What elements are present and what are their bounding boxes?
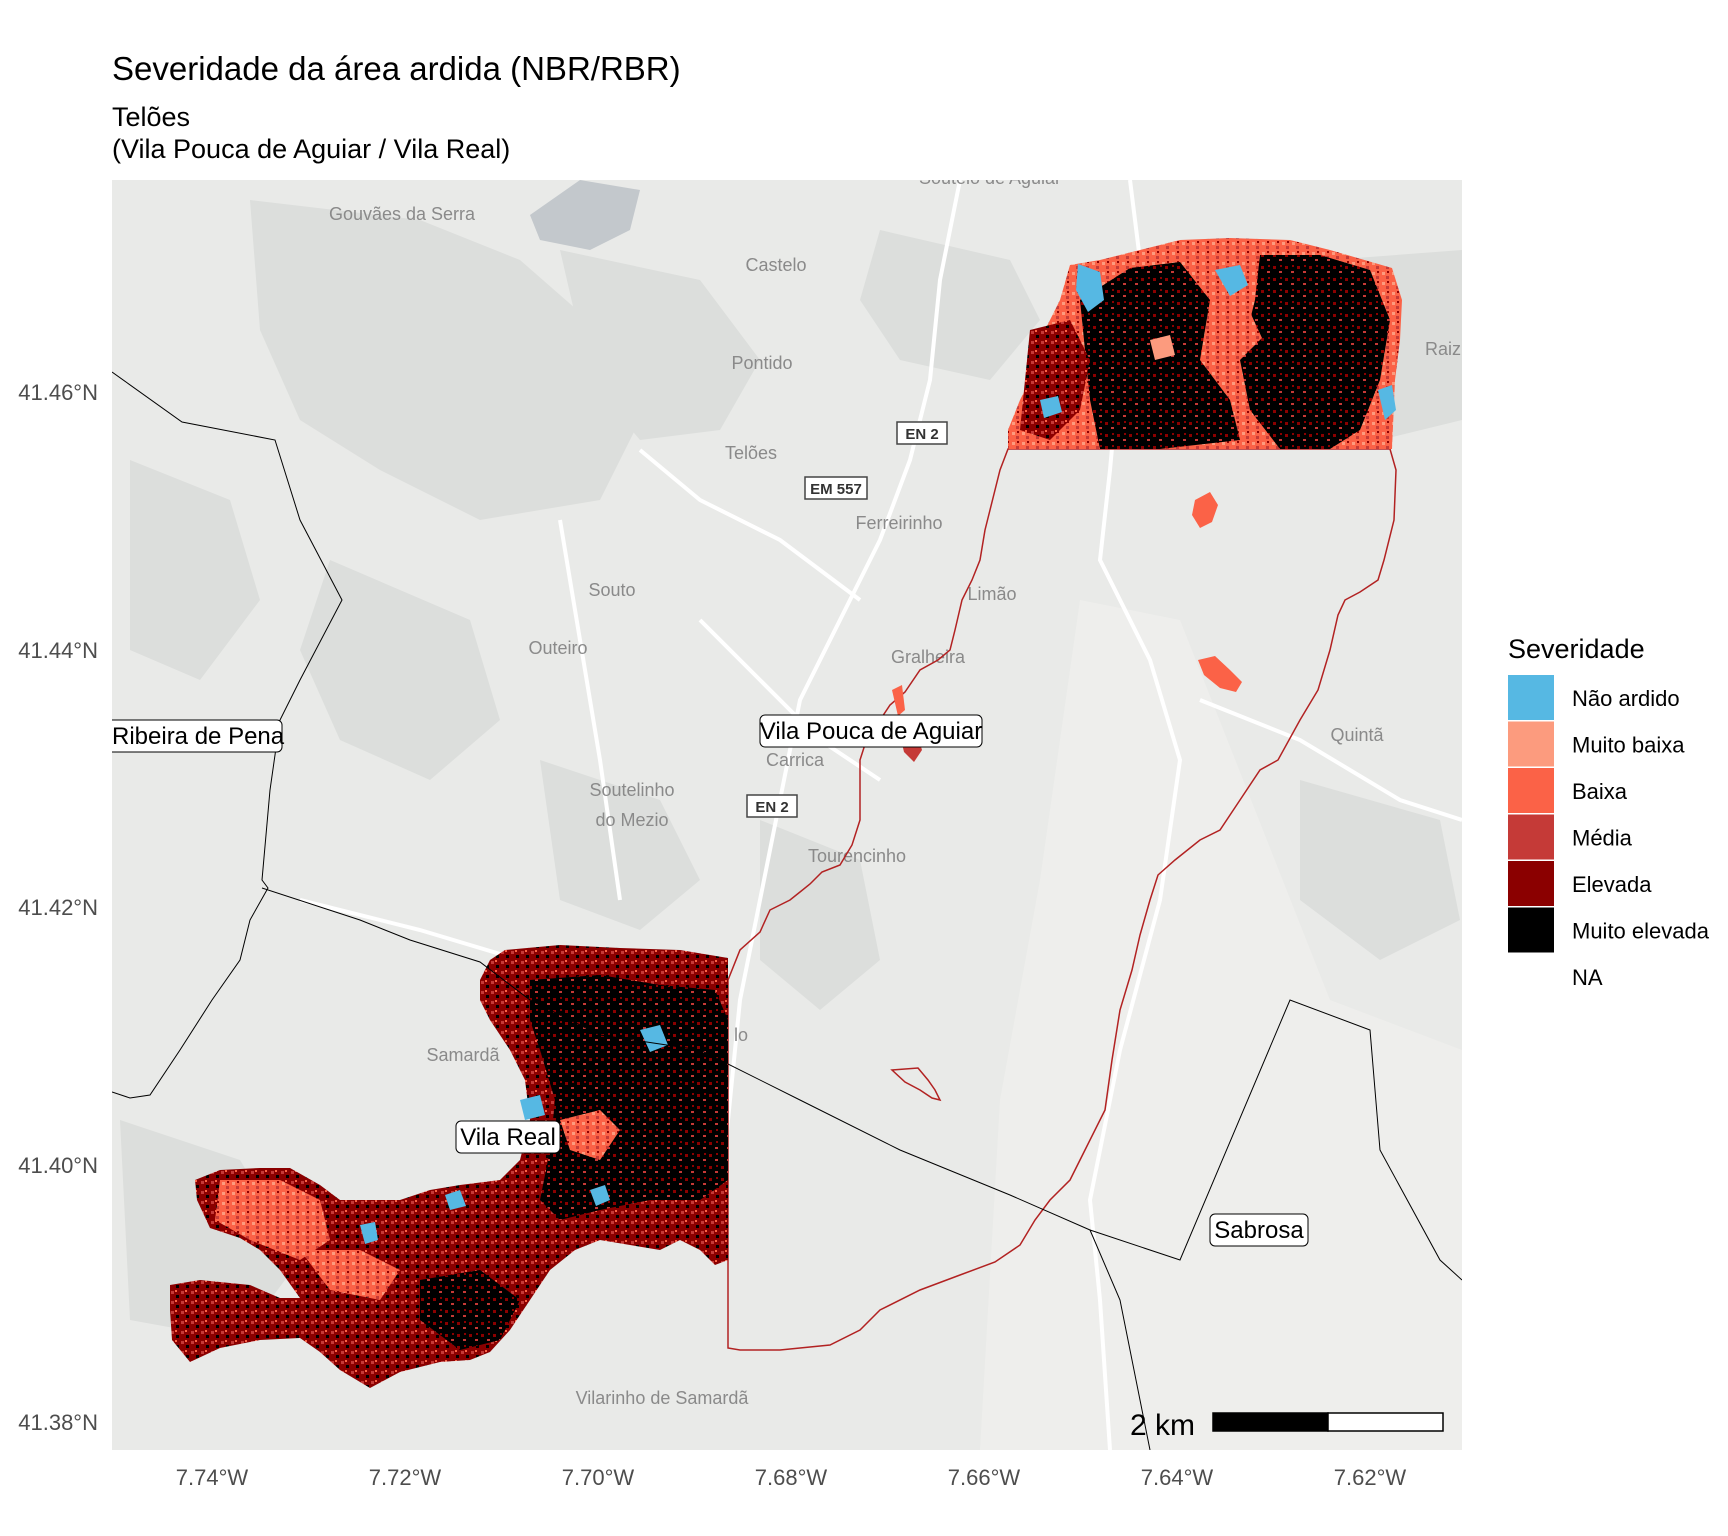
burn-patch-northeast (1008, 238, 1402, 449)
place-raiz: Raiz (1425, 339, 1461, 359)
basemap: Soutelo de Aguiar Gouvães da Serra Caste… (112, 168, 1462, 1450)
map-subtitle-place: Telões (112, 102, 191, 132)
place-samarda: Samardã (426, 1045, 500, 1065)
place-ferreirinho: Ferreirinho (855, 513, 942, 533)
y-axis: 41.46°N 41.44°N 41.42°N 41.40°N 41.38°N (18, 380, 98, 1435)
legend-label: Não ardido (1572, 686, 1680, 711)
municipality-labels: Ribeira de Pena Vila Pouca de Aguiar Vil… (112, 714, 1309, 1247)
label-vila-pouca-de-aguiar: Vila Pouca de Aguiar (760, 718, 982, 745)
reservoir (530, 180, 640, 250)
label-sabrosa: Sabrosa (1214, 1217, 1304, 1244)
legend: Severidade Não ardido Muito baixa Baixa Méd… (1508, 634, 1710, 990)
place-limao: Limão (967, 584, 1016, 604)
place-castelo: Castelo (745, 255, 806, 275)
y-tick-label: 41.46°N (18, 380, 98, 405)
legend-title: Severidade (1508, 634, 1645, 664)
fire-perimeter (727, 448, 1397, 1351)
legend-items: Não ardido Muito baixa Baixa Média Elevada Mu… (1508, 675, 1710, 990)
y-tick-label: 41.38°N (18, 1410, 98, 1435)
x-tick-label: 7.66°W (948, 1465, 1021, 1490)
legend-label: Elevada (1572, 872, 1652, 897)
label-vila-real: Vila Real (460, 1124, 556, 1151)
x-tick-label: 7.72°W (369, 1465, 442, 1490)
place-gouvaes: Gouvães da Serra (329, 204, 476, 224)
x-tick-label: 7.74°W (176, 1465, 249, 1490)
y-tick-label: 41.44°N (18, 638, 98, 663)
label-ribeira-de-pena: Ribeira de Pena (112, 723, 285, 750)
basemap-place-names: Soutelo de Aguiar Gouvães da Serra Caste… (329, 168, 1461, 1408)
map-subtitle-municipalities: (Vila Pouca de Aguiar / Vila Real) (112, 134, 511, 164)
place-outeiro: Outeiro (528, 638, 587, 658)
legend-swatch (1508, 768, 1554, 813)
place-gralheira: Gralheira (891, 647, 966, 667)
road-shield-em557: EM 557 (810, 481, 862, 498)
legend-label: Baixa (1572, 779, 1628, 804)
legend-swatch (1508, 861, 1554, 906)
x-tick-label: 7.68°W (755, 1465, 828, 1490)
place-soutelinho-mezio: do Mezio (595, 810, 668, 830)
legend-swatch (1508, 814, 1554, 860)
place-teloes: Telões (725, 443, 777, 463)
legend-label: Muito elevada (1572, 919, 1710, 944)
road-shields: EN 2 EM 557 EN 2 (746, 421, 948, 818)
legend-swatch (1508, 675, 1554, 720)
legend-swatch (1508, 721, 1554, 767)
x-axis: 7.74°W 7.72°W 7.70°W 7.68°W 7.66°W 7.64°… (176, 1465, 1407, 1490)
x-tick-label: 7.70°W (562, 1465, 635, 1490)
x-tick-label: 7.64°W (1141, 1465, 1214, 1490)
legend-label: NA (1572, 965, 1603, 990)
scale-bar: 2 km (1130, 1409, 1444, 1442)
y-tick-label: 41.40°N (18, 1153, 98, 1178)
place-soutelinho: Soutelinho (589, 780, 674, 800)
legend-label: Média (1572, 826, 1633, 851)
place-souto: Souto (588, 580, 635, 600)
legend-label: Muito baixa (1572, 733, 1685, 758)
place-carrica: Carrica (766, 750, 825, 770)
legend-swatch (1508, 907, 1554, 953)
place-pontido: Pontido (731, 353, 792, 373)
place-quinta: Quintã (1330, 725, 1384, 745)
burn-patch-southwest (170, 945, 728, 1388)
place-partial: lo (734, 1025, 748, 1045)
road-shield-en2-south: EN 2 (755, 799, 788, 816)
fire-perimeter-islet (890, 1067, 942, 1102)
road-shield-en2-north: EN 2 (905, 426, 938, 443)
municipal-boundaries (112, 371, 1462, 1450)
scale-bar-label: 2 km (1130, 1409, 1195, 1442)
y-tick-label: 41.42°N (18, 895, 98, 920)
place-vilarinho: Vilarinho de Samardã (576, 1388, 750, 1408)
map-title: Severidade da área ardida (NBR/RBR) (112, 50, 681, 87)
place-tourencinho: Tourencinho (808, 846, 906, 866)
valley-area (980, 600, 1462, 1450)
x-tick-label: 7.62°W (1334, 1465, 1407, 1490)
place-soutelo: Soutelo de Aguiar (919, 168, 1061, 188)
